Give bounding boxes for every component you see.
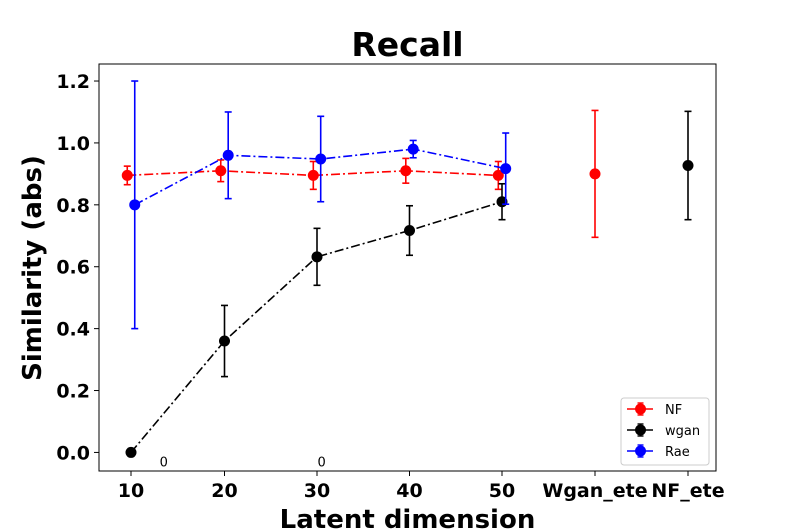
x-tick-label: 50 bbox=[489, 480, 515, 502]
Rae-point bbox=[500, 163, 512, 175]
y-tick-label: 1.0 bbox=[56, 133, 90, 155]
Rae-point bbox=[129, 199, 141, 211]
plot-area bbox=[98, 63, 717, 472]
x-axis-label: Latent dimension bbox=[280, 505, 536, 530]
NF-point bbox=[492, 169, 504, 181]
NF-point bbox=[307, 169, 319, 181]
x-tick-label: Wgan_ete bbox=[542, 480, 647, 502]
wgan-point bbox=[125, 446, 137, 458]
NF-line bbox=[127, 169, 499, 177]
y-tick-label: 0.8 bbox=[56, 195, 90, 217]
axes: 0.00.20.40.60.81.01.210 20 30 40 50 Wgan_ete N… bbox=[56, 71, 724, 502]
Rae-line bbox=[134, 148, 506, 206]
x-tick-label: NF_ete bbox=[651, 480, 724, 502]
NF-point bbox=[400, 165, 412, 177]
x-tick-label: 10 bbox=[118, 480, 144, 502]
legend-label-NF: NF bbox=[665, 403, 682, 418]
NF-point bbox=[121, 169, 133, 181]
wgan-point bbox=[311, 251, 323, 263]
wgan-point bbox=[404, 225, 415, 237]
legend-label-Rae: Rae bbox=[665, 445, 690, 460]
y-tick-label: 0.6 bbox=[56, 257, 90, 279]
legend-marker bbox=[635, 445, 646, 457]
y-tick-label: 1.2 bbox=[56, 71, 90, 93]
NF_ete-point bbox=[682, 160, 694, 172]
y-tick-label: 0.2 bbox=[56, 381, 90, 403]
x-tick-label: 20 bbox=[211, 480, 237, 502]
Rae-point bbox=[222, 149, 234, 161]
y-axis-label: Similarity (abs) bbox=[18, 155, 48, 381]
x-tick-label: 30 bbox=[304, 480, 330, 502]
legend-marker bbox=[635, 403, 646, 415]
x-tick-label: 40 bbox=[396, 480, 422, 502]
y-tick-label: 0.4 bbox=[56, 319, 90, 341]
NF-point bbox=[215, 165, 227, 177]
chart-title: Recall bbox=[351, 25, 463, 64]
annotation: 0 bbox=[317, 455, 325, 470]
Wgan_ete-point bbox=[589, 168, 601, 180]
Rae-point bbox=[407, 143, 419, 155]
y-tick-label: 0.0 bbox=[56, 442, 90, 464]
annotation: 0 bbox=[160, 455, 168, 470]
series-layer bbox=[121, 80, 694, 458]
wgan-point bbox=[219, 335, 230, 347]
legend-marker bbox=[635, 424, 646, 436]
legend-label-wgan: wgan bbox=[665, 424, 700, 439]
Rae-point bbox=[315, 153, 327, 165]
legend: NF wgan Rae bbox=[620, 397, 710, 466]
wgan-line bbox=[130, 200, 503, 453]
